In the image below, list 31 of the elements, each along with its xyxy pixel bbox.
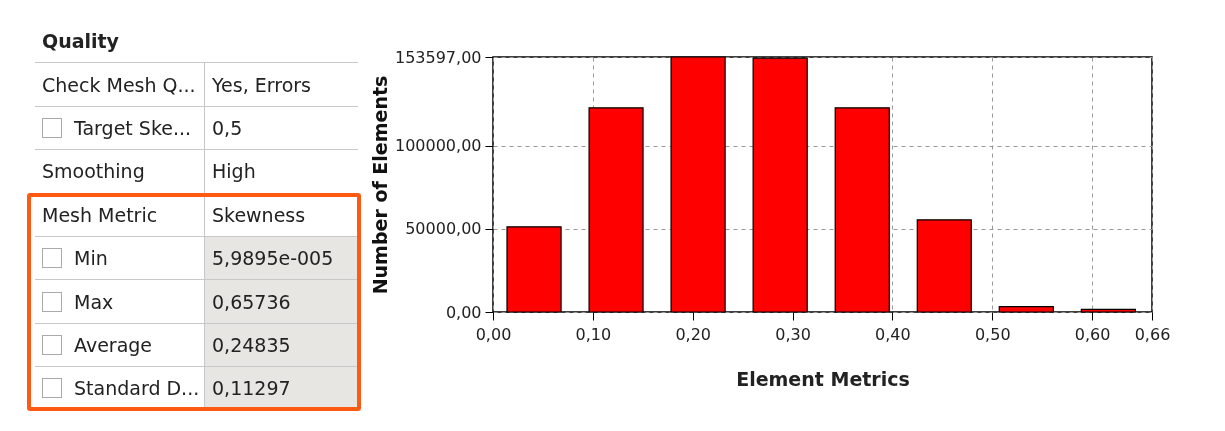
text: Smoothing xyxy=(42,160,145,183)
x-tick-label: 0,60 xyxy=(1074,324,1111,344)
text: Quality xyxy=(35,20,358,63)
text: Yes, Errors xyxy=(212,73,311,96)
x-axis-title: Element Metrics xyxy=(736,367,910,390)
y-tick-label: 100000,00 xyxy=(394,136,482,156)
x-tick-label: 0,00 xyxy=(475,324,512,344)
text: 0,11297 xyxy=(212,377,291,400)
text: Average xyxy=(74,333,153,356)
text: Skewness xyxy=(212,203,306,226)
text: 0,5 xyxy=(212,116,243,139)
x-tick-label: 0,10 xyxy=(575,324,612,344)
text: 5,9895e-005 xyxy=(212,247,334,270)
x-tick-label: 0,40 xyxy=(875,324,911,344)
x-tick-label: 0,66 xyxy=(1134,324,1171,344)
y-tick-label: 153597,00 xyxy=(394,47,482,67)
x-tick-label: 0,20 xyxy=(675,324,712,344)
x-tick-label: 0,30 xyxy=(775,324,811,344)
text: Target Ske... xyxy=(74,116,192,139)
text: Min xyxy=(74,247,108,270)
text: High xyxy=(212,160,256,183)
y-tick-label: 50000,00 xyxy=(405,219,482,239)
y-tick-label: 0,00 xyxy=(445,302,482,322)
text: Mesh Metric xyxy=(42,203,158,226)
x-tick-label: 0,50 xyxy=(974,324,1011,344)
text: 0,24835 xyxy=(212,333,291,356)
text: Check Mesh Q... xyxy=(42,73,196,96)
text: 0,65736 xyxy=(212,290,291,313)
text: Standard D... xyxy=(74,377,200,400)
y-axis-title: Number of Elements xyxy=(368,75,391,295)
text: Max xyxy=(74,290,114,313)
